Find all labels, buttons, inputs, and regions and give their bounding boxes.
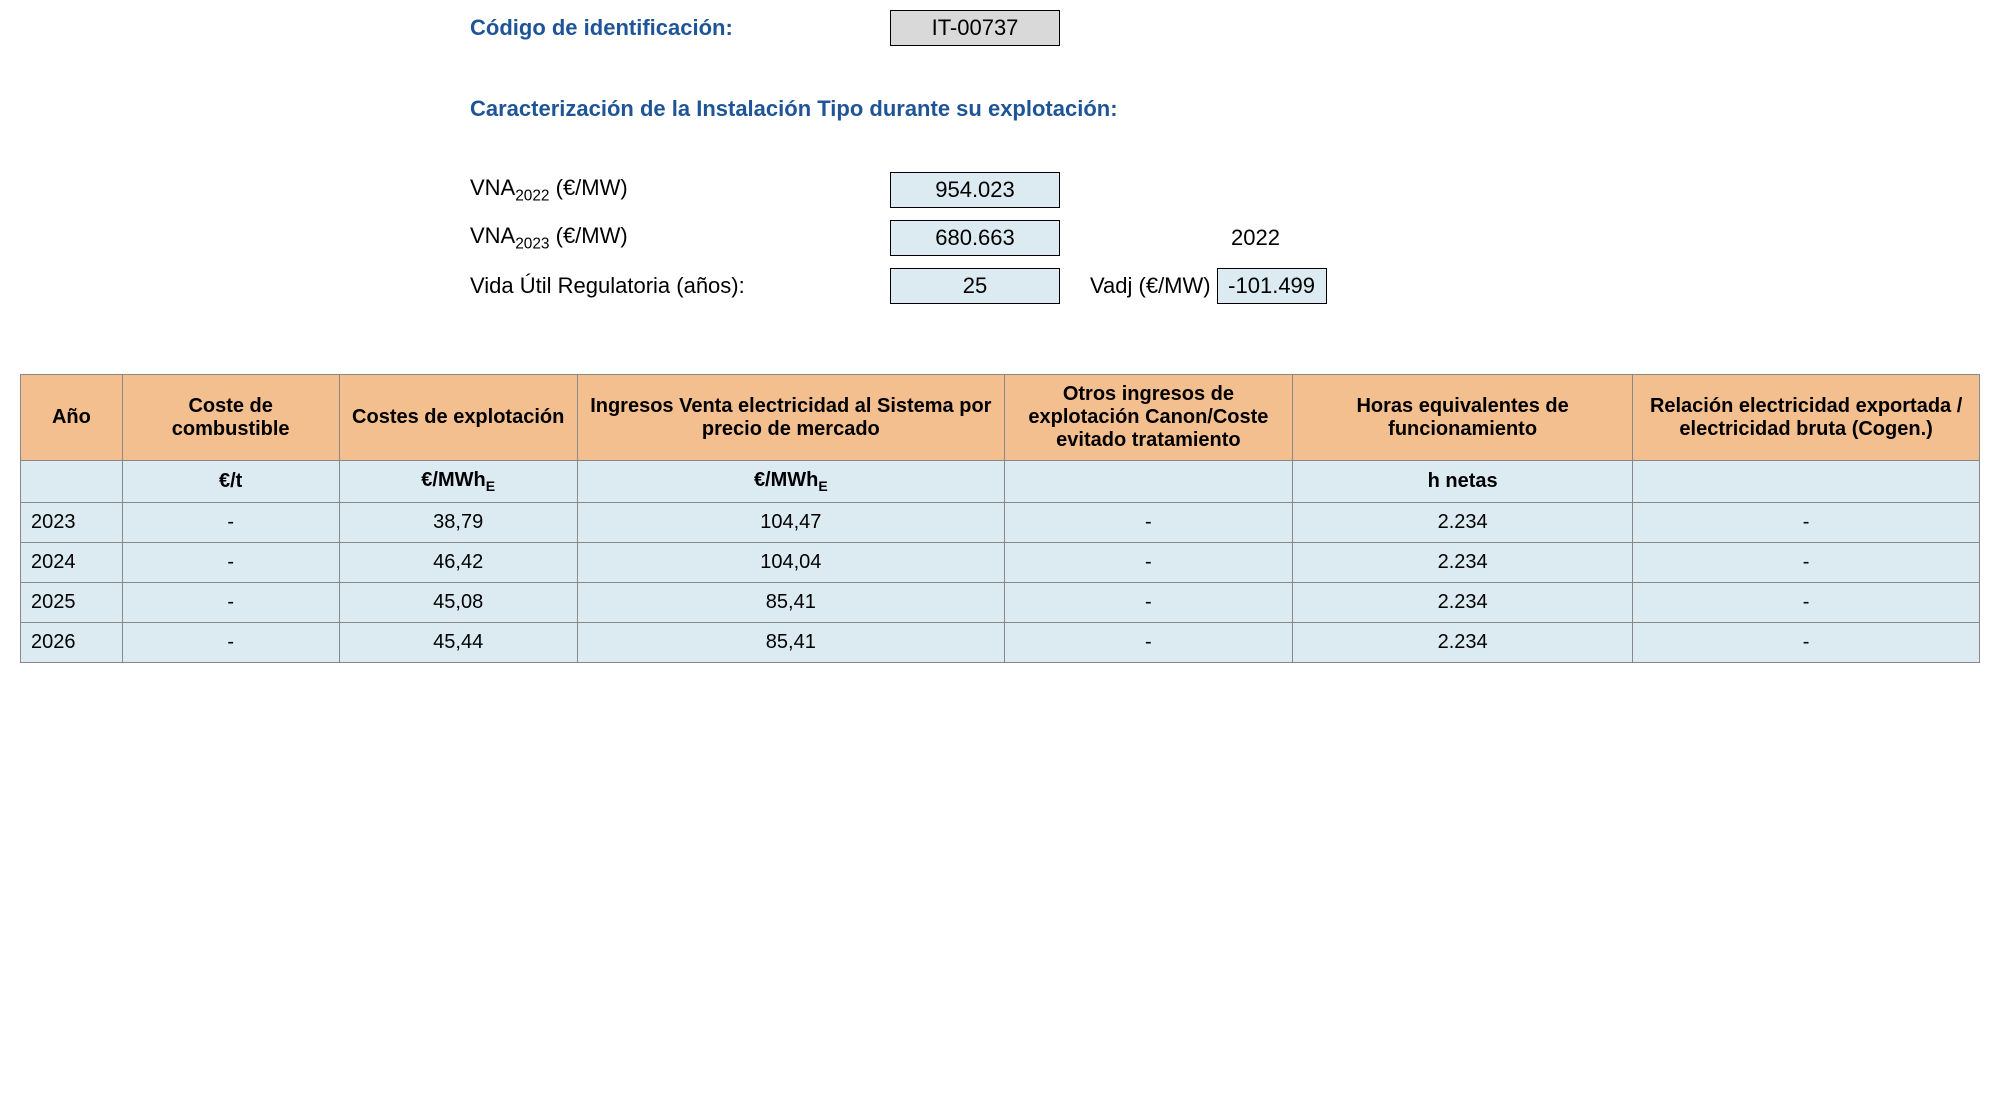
section-title: Caracterización de la Instalación Tipo d…: [470, 96, 1570, 122]
table-cell: 2.234: [1293, 623, 1633, 663]
table-cell: 2026: [21, 623, 123, 663]
unit-cell: h netas: [1293, 461, 1633, 503]
vida-value: 25: [890, 268, 1060, 304]
vadj-label: Vadj (€/MW): [1090, 273, 1211, 299]
table-cell: -: [1004, 503, 1292, 543]
unit-cell: [1004, 461, 1292, 503]
table-cell: 45,44: [339, 623, 577, 663]
col-header-costes: Costes de explotación: [339, 375, 577, 461]
vna2023-label-sub: 2023: [515, 235, 549, 252]
table-body: €/t€/MWhE€/MWhEh netas2023-38,79104,47-2…: [21, 461, 1980, 663]
table-cell: 2023: [21, 503, 123, 543]
side-year: 2022: [1100, 225, 1280, 251]
vna2023-value: 680.663: [890, 220, 1060, 256]
table-cell: -: [1633, 543, 1980, 583]
vna2022-label-pre: VNA: [470, 175, 515, 200]
unit-cell: €/MWhE: [339, 461, 577, 503]
table-cell: -: [1633, 583, 1980, 623]
table-row: 2025-45,0885,41-2.234-: [21, 583, 1980, 623]
vna2022-label-sub: 2022: [515, 187, 549, 204]
table-cell: 45,08: [339, 583, 577, 623]
table-cell: -: [1004, 583, 1292, 623]
table-cell: -: [1633, 503, 1980, 543]
unit-cell: [21, 461, 123, 503]
table-cell: -: [1004, 543, 1292, 583]
col-header-relacion: Relación electricidad exportada / electr…: [1633, 375, 1980, 461]
table-cell: 85,41: [577, 623, 1004, 663]
table-head: Año Coste de combustible Costes de explo…: [21, 375, 1980, 461]
table-cell: -: [122, 623, 339, 663]
vna2023-label: VNA2023 (€/MW): [470, 223, 890, 253]
vadj-value: -101.499: [1217, 268, 1327, 304]
unit-cell: [1633, 461, 1980, 503]
vna2022-label: VNA2022 (€/MW): [470, 175, 890, 205]
codigo-row: Código de identificación: IT-00737: [470, 10, 1570, 46]
table-cell: 2024: [21, 543, 123, 583]
table-cell: 2.234: [1293, 503, 1633, 543]
vna2022-label-post: (€/MW): [550, 175, 628, 200]
unit-cell: €/t: [122, 461, 339, 503]
vna2023-row: VNA2023 (€/MW) 680.663 2022: [470, 220, 1570, 256]
table-row: 2023-38,79104,47-2.234-: [21, 503, 1980, 543]
table-cell: -: [1004, 623, 1292, 663]
table-cell: 2.234: [1293, 583, 1633, 623]
unit-cell: €/MWhE: [577, 461, 1004, 503]
table-cell: 46,42: [339, 543, 577, 583]
col-header-horas: Horas equivalentes de funcionamiento: [1293, 375, 1633, 461]
table-units-row: €/t€/MWhE€/MWhEh netas: [21, 461, 1980, 503]
data-table: Año Coste de combustible Costes de explo…: [20, 374, 1980, 663]
table-cell: 104,04: [577, 543, 1004, 583]
codigo-value: IT-00737: [890, 10, 1060, 46]
vna2023-label-post: (€/MW): [550, 223, 628, 248]
table-cell: -: [122, 543, 339, 583]
table-cell: 85,41: [577, 583, 1004, 623]
vna2022-row: VNA2022 (€/MW) 954.023: [470, 172, 1570, 208]
col-header-otros: Otros ingresos de explotación Canon/Cost…: [1004, 375, 1292, 461]
col-header-ingresos: Ingresos Venta electricidad al Sistema p…: [577, 375, 1004, 461]
table-cell: 2.234: [1293, 543, 1633, 583]
table-cell: -: [122, 583, 339, 623]
table-cell: 2025: [21, 583, 123, 623]
table-row: 2024-46,42104,04-2.234-: [21, 543, 1980, 583]
vna2022-value: 954.023: [890, 172, 1060, 208]
table-cell: -: [1633, 623, 1980, 663]
col-header-year: Año: [21, 375, 123, 461]
vna2023-label-pre: VNA: [470, 223, 515, 248]
col-header-coste: Coste de combustible: [122, 375, 339, 461]
table-cell: -: [122, 503, 339, 543]
table-row: 2026-45,4485,41-2.234-: [21, 623, 1980, 663]
codigo-label: Código de identificación:: [470, 15, 890, 41]
vida-row: Vida Útil Regulatoria (años): 25 Vadj (€…: [470, 268, 1570, 304]
vida-label: Vida Útil Regulatoria (años):: [470, 273, 890, 299]
table-cell: 104,47: [577, 503, 1004, 543]
table-cell: 38,79: [339, 503, 577, 543]
header-block: Código de identificación: IT-00737 Carac…: [470, 10, 1570, 304]
table-header-row: Año Coste de combustible Costes de explo…: [21, 375, 1980, 461]
